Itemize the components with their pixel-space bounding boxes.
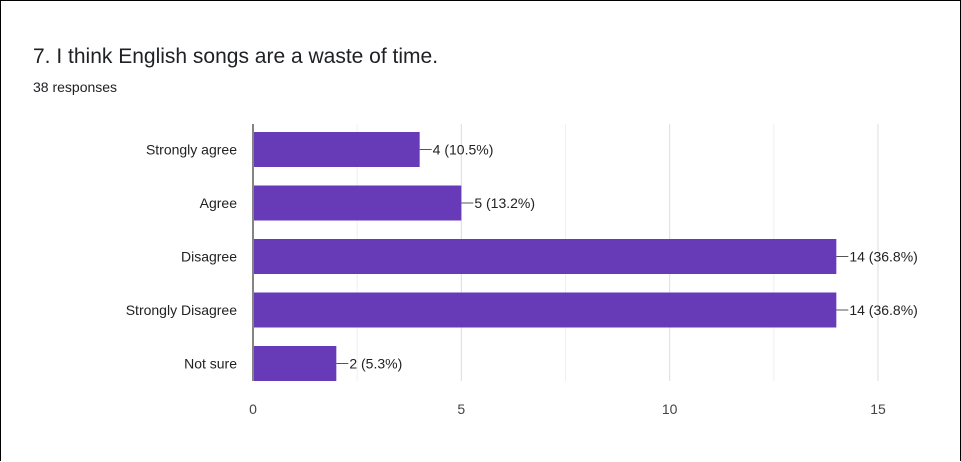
x-tick-label: 0: [249, 401, 257, 417]
data-label: 14 (36.8%): [849, 302, 917, 318]
data-label: 4 (10.5%): [433, 142, 494, 158]
category-label: Strongly agree: [146, 142, 237, 158]
data-label: 2 (5.3%): [349, 356, 402, 372]
category-label: Agree: [200, 195, 238, 211]
category-label: Not sure: [184, 356, 237, 372]
data-label: 14 (36.8%): [849, 249, 917, 265]
data-label: 5 (13.2%): [474, 195, 535, 211]
x-tick-label: 10: [662, 401, 678, 417]
x-tick-label: 15: [870, 401, 886, 417]
bar-3: [254, 292, 837, 328]
x-tick-label: 5: [457, 401, 465, 417]
bar-4: [254, 346, 337, 381]
bar-2: [254, 239, 837, 274]
bar-1: [254, 185, 462, 221]
category-label: Disagree: [181, 249, 237, 265]
response-count: 38 responses: [33, 79, 118, 95]
bar-0: [254, 132, 420, 167]
category-label: Strongly Disagree: [126, 302, 237, 318]
question-title: 7. I think English songs are a waste of …: [33, 45, 439, 68]
